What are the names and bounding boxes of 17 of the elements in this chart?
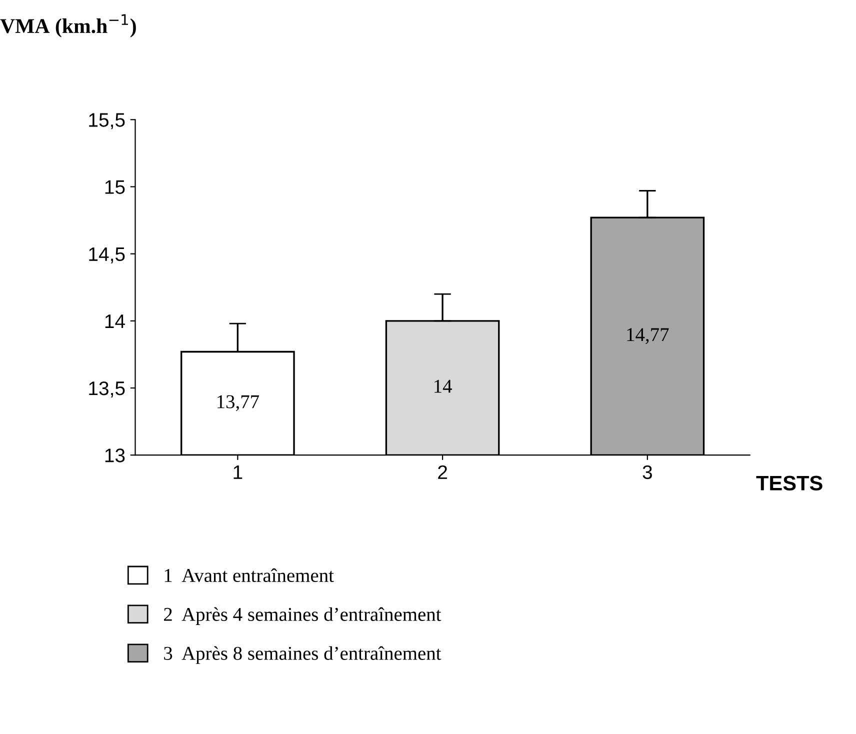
x-tick-label: 3 bbox=[642, 465, 652, 480]
y-tick-label: 15,5 bbox=[89, 113, 125, 130]
legend-label: 3 Après 8 semaines d’entraînement bbox=[164, 646, 442, 664]
legend-label: 1 Avant entraînement bbox=[164, 568, 334, 582]
y-tick-label: 14 bbox=[105, 314, 125, 328]
legend-label: 2 Après 4 semaines d’entraînement bbox=[164, 607, 442, 625]
y-tick-label: 13 bbox=[105, 448, 125, 462]
data-label: 14 bbox=[434, 380, 452, 393]
y-tick-label: 15 bbox=[105, 180, 125, 194]
y-tick-label: 14,5 bbox=[89, 247, 125, 264]
y-tick-label: 13,5 bbox=[89, 381, 125, 398]
data-label: 14,77 bbox=[627, 328, 669, 344]
y-axis-title: VMA (km.h$^{−1}$) bbox=[0, 14, 136, 38]
x-tick-label: 2 bbox=[438, 465, 447, 479]
data-label: 13,77 bbox=[218, 395, 259, 412]
x-tick-label: 1 bbox=[234, 466, 242, 479]
x-axis-title: TESTS bbox=[756, 476, 822, 491]
